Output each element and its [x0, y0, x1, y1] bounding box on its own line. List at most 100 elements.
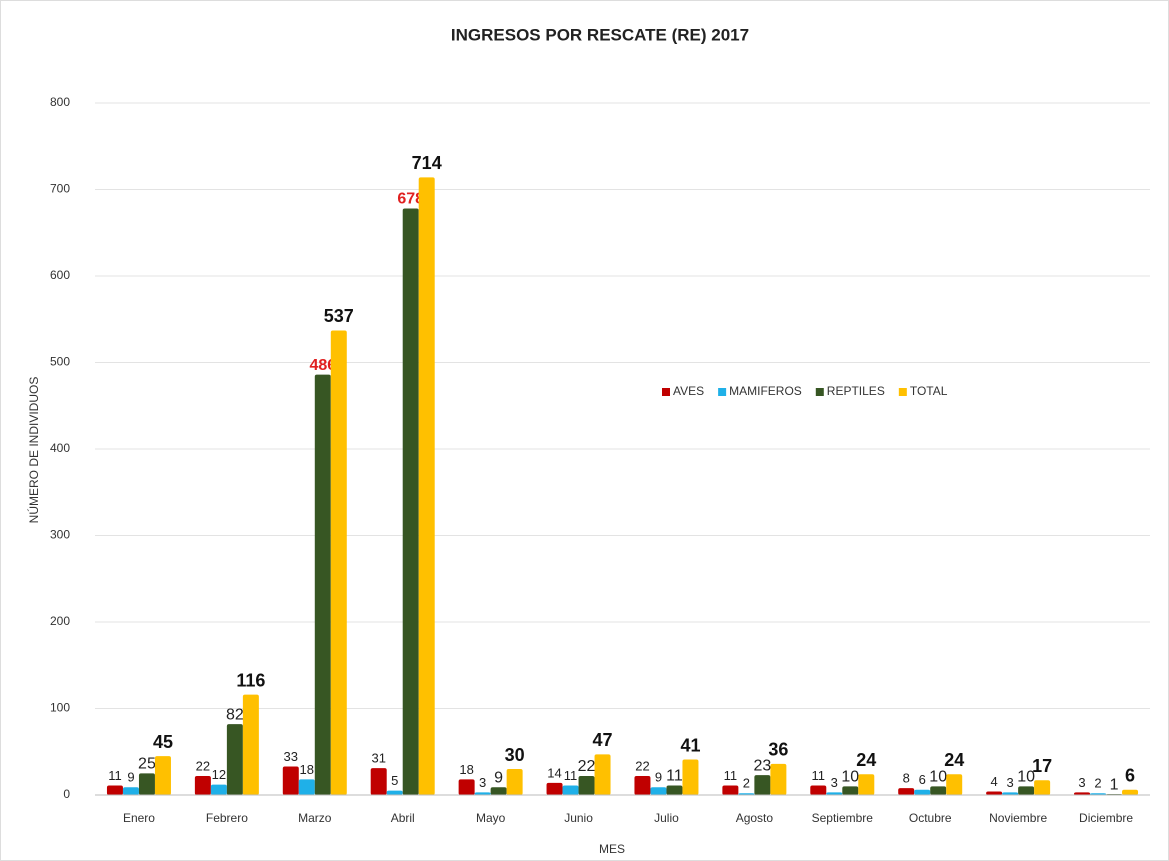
bar: [490, 787, 507, 795]
data-label: 9: [655, 770, 662, 785]
data-label: 17: [1032, 756, 1052, 776]
legend-swatch: [898, 388, 907, 396]
data-label: 3: [1007, 775, 1014, 790]
x-tick-label: Noviembre: [989, 811, 1047, 825]
x-tick-label: Marzo: [298, 811, 332, 825]
data-label: 10: [929, 769, 947, 786]
data-label: 1: [1110, 776, 1119, 793]
bar: [754, 775, 771, 795]
data-label: 5: [391, 773, 398, 788]
bar: [986, 791, 1003, 795]
legend-swatch: [815, 388, 824, 396]
data-label: 6: [919, 772, 926, 787]
x-tick-label: Febrero: [206, 811, 248, 825]
y-tick-label: 0: [63, 787, 70, 801]
data-label: 36: [768, 740, 788, 760]
bar: [858, 774, 875, 795]
bar: [562, 785, 579, 795]
bar: [634, 775, 651, 795]
data-label: 22: [635, 758, 649, 773]
data-label: 24: [856, 750, 876, 770]
bar: [914, 789, 931, 795]
legend-label: AVES: [673, 384, 704, 398]
data-label: 82: [226, 706, 244, 723]
bar: [930, 786, 947, 795]
data-label: 2: [1094, 776, 1101, 791]
bar: [194, 775, 211, 795]
bar: [210, 784, 227, 795]
bar: [330, 330, 347, 795]
bar: [722, 785, 739, 795]
x-tick-label: Junio: [564, 811, 593, 825]
data-label: 11: [108, 768, 122, 783]
y-tick-label: 500: [50, 355, 70, 369]
bar: [842, 786, 859, 795]
y-tick-label: 700: [50, 182, 70, 196]
x-tick-label: Enero: [123, 811, 155, 825]
data-label: 3: [479, 775, 486, 790]
bar: [242, 694, 259, 795]
legend-swatch: [718, 388, 727, 396]
bar: [370, 768, 387, 795]
data-label: 25: [138, 756, 156, 773]
data-label: 116: [236, 670, 265, 690]
bar: [946, 774, 963, 795]
bar: [546, 782, 563, 795]
data-label: 12: [212, 767, 226, 782]
legend-swatch: [662, 388, 670, 396]
data-label: 9: [494, 769, 503, 786]
chart-title: INGRESOS POR RESCATE (RE) 2017: [451, 25, 749, 44]
bar: [402, 208, 419, 795]
data-label: 10: [1017, 769, 1035, 786]
bar: [282, 766, 299, 795]
bar: [650, 787, 667, 795]
data-label: 18: [300, 762, 314, 777]
bar: [1122, 789, 1139, 795]
x-tick-label: Mayo: [476, 811, 506, 825]
data-label: 11: [724, 768, 738, 783]
data-label: 45: [153, 732, 173, 752]
bar: [506, 769, 523, 795]
bar: [298, 779, 315, 795]
bar: [578, 775, 595, 795]
bar: [810, 785, 827, 795]
legend-label: MAMIFEROS: [729, 384, 802, 398]
data-label: 6: [1125, 766, 1135, 786]
legend-label: TOTAL: [910, 384, 948, 398]
bar: [474, 792, 491, 795]
data-label: 31: [371, 751, 385, 766]
bar: [122, 787, 139, 795]
x-tick-label: Octubre: [909, 811, 952, 825]
y-tick-label: 300: [50, 528, 70, 542]
data-label: 33: [284, 749, 298, 764]
data-label: 22: [196, 758, 210, 773]
data-label: 486: [309, 357, 336, 374]
data-label: 14: [547, 765, 561, 780]
data-label: 30: [505, 745, 525, 765]
x-tick-label: Abril: [391, 811, 415, 825]
data-label: 24: [944, 750, 964, 770]
bar: [1074, 792, 1091, 795]
bar: [386, 790, 403, 795]
bar: [1002, 792, 1019, 795]
data-label: 23: [753, 757, 771, 774]
data-label: 4: [991, 774, 998, 789]
data-label: 3: [1078, 775, 1085, 790]
bar: [458, 779, 475, 795]
bar: [682, 759, 699, 795]
y-tick-label: 400: [50, 441, 70, 455]
x-tick-label: Septiembre: [812, 811, 874, 825]
bar: [106, 785, 123, 795]
y-tick-label: 800: [50, 95, 70, 109]
x-tick-label: Julio: [654, 811, 679, 825]
bar: [594, 754, 611, 795]
data-label: 714: [412, 153, 442, 173]
data-label: 11: [564, 768, 578, 783]
x-axis-label: MES: [599, 842, 625, 856]
bar: [1018, 786, 1035, 795]
data-label: 47: [593, 730, 613, 750]
x-tick-label: Diciembre: [1079, 811, 1133, 825]
bar: [826, 792, 843, 795]
